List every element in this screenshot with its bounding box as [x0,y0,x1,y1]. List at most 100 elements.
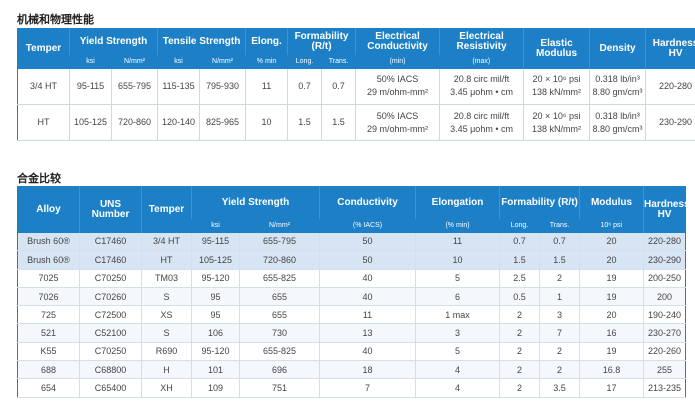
cell-hv: 200-250 [643,269,686,288]
cell-density: 0.318 lb/in³ 8.80 gm/cm³ [589,104,646,141]
cell-uns: C68800 [79,360,142,380]
cell-mod: 19 [579,342,644,362]
cell-cond: 40 [319,287,416,307]
cell-alloy: 521 [17,323,80,343]
cell-ksi: 95-115 [191,232,240,252]
cell-nmm: 751 [238,378,320,398]
properties-table: Temper Yield Strength Tensile Strength E… [17,28,695,141]
cell-temper: 3/4 HT [17,68,70,105]
cell-yield-nmm: 655-795 [110,68,158,105]
table-row: 725 C72500 XS 95 655 11 1 max 2 3 20 190-240 [17,305,686,325]
cell-elong: 11 [245,68,288,105]
cell-long: 2 [499,360,540,380]
cell-tensile-ksi: 115-135 [157,68,200,105]
cell-hardness: 230-290 [645,104,695,141]
subheader-long: Long. [287,54,322,69]
cell-elong: 11 [415,232,500,252]
cell-ksi: 101 [191,360,240,380]
cell-long: 2.5 [499,269,540,288]
cell-modulus: 20 × 10⁶ psi 138 kN/mm² [523,104,590,141]
table-row: 521 C52100 S 106 730 13 3 2 7 16 230-270 [17,323,686,343]
cell-cond: 40 [319,269,416,288]
cell-trans: 2 [539,342,580,362]
header-tensile-strength: Tensile Strength [157,28,246,55]
subheader-tensile-ksi: ksi [157,54,200,69]
cell-ksi: 95 [191,305,240,325]
cell-temper: TM03 [141,269,192,288]
cell-uns: C72500 [79,305,142,325]
cell-conductivity: 50% IACS 29 m/ohm-mm² [355,104,440,141]
cell-mod: 19 [579,269,644,288]
cell-long: 0.5 [499,287,540,307]
header-formability: Formability (R/t) [499,186,580,219]
header-modulus: Modulus [579,186,644,219]
cell-long: 2 [499,342,540,362]
cell-temper: S [141,323,192,343]
cell-alloy: 725 [17,305,80,325]
cell-elong: 1 max [415,305,500,325]
header-yield-strength: Yield Strength [190,186,320,219]
cell-alloy: Brush 60® [17,232,80,252]
cell-alloy: 654 [17,378,80,398]
cell-elong: 10 [245,104,288,141]
table-row: 7025 C70250 TM03 95-120 655-825 40 5 2.5 2 19 200-… [17,269,686,288]
cell-tensile-nmm: 795-930 [199,68,246,105]
cell-uns: C70250 [79,269,142,288]
cell-mod: 20 [579,250,644,270]
cell-nmm: 655 [238,287,320,307]
cell-nmm: 655-795 [238,232,320,252]
cell-elong: 5 [415,269,500,288]
subheader-nmm: N/mm² [239,218,320,233]
cell-temper: HT [17,104,70,141]
cell-yield-nmm: 720-860 [110,104,158,141]
cell-hv: 230-270 [643,323,686,343]
cell-tensile-nmm: 825-965 [199,104,246,141]
table-row: Brush 60® C17460 3/4 HT 95-115 655-795 50 11 0.… [17,232,686,252]
table-row: Brush 60® C17460 HT 105-125 720-860 50 10 1.5 1.… [17,250,686,270]
subheader-resistivity: (max) [439,54,524,69]
cell-uns: C65400 [79,378,142,398]
cell-modulus: 20 × 10⁶ psi 138 kN/mm² [523,68,590,105]
header-modulus: Elastic Modulus [523,28,590,69]
table-row: K55 C70250 R690 95-120 655-825 40 5 2 2 19 220-260 [17,342,686,362]
cell-mod: 20 [579,305,644,325]
header-alloy: Alloy [17,186,80,233]
cell-alloy: 7025 [17,269,80,288]
cell-long: 1.5 [499,250,540,270]
section-title-properties: 机械和物理性能 [17,14,94,26]
subheader-cond: (% IACS) [319,218,416,233]
header-conductivity: Conductivity [319,186,416,219]
cell-tensile-ksi: 120-140 [157,104,200,141]
cell-mod: 19 [579,287,644,307]
cell-long: 2 [499,378,540,398]
cell-long: 0.7 [287,68,322,105]
cell-temper: HT [141,250,192,270]
cell-alloy: Brush 60® [17,250,80,270]
cell-cond: 11 [319,305,416,325]
subheader-conductivity: (min) [355,54,440,69]
table-row: HT 105-125 720-860 120-140 825-965 10 1.… [17,104,695,141]
cell-alloy: 7026 [17,287,80,307]
cell-hv: 220-280 [643,232,686,252]
cell-ksi: 109 [191,378,240,398]
header-hardness: Hardness HV [643,186,690,233]
subheader-long: Long. [499,218,540,233]
cell-cond: 50 [319,250,416,270]
cell-temper: XS [141,305,192,325]
cell-hv: 230-290 [643,250,686,270]
cell-nmm: 720-860 [238,250,320,270]
cell-ksi: 106 [191,323,240,343]
cell-alloy: 688 [17,360,80,380]
cell-trans: 2 [539,269,580,288]
cell-trans: 1.5 [321,104,356,141]
cell-temper: H [141,360,192,380]
header-elongation: Elongation [415,186,500,219]
header-formability: Formability (R/t) [287,28,356,55]
cell-trans: 3 [539,305,580,325]
cell-long: 2 [499,305,540,325]
table-row: 3/4 HT 95-115 655-795 115-135 795-930 11… [17,68,695,105]
cell-mod: 16.8 [579,360,644,380]
cell-elong: 3 [415,323,500,343]
cell-trans: 2 [539,360,580,380]
cell-temper: R690 [141,342,192,362]
